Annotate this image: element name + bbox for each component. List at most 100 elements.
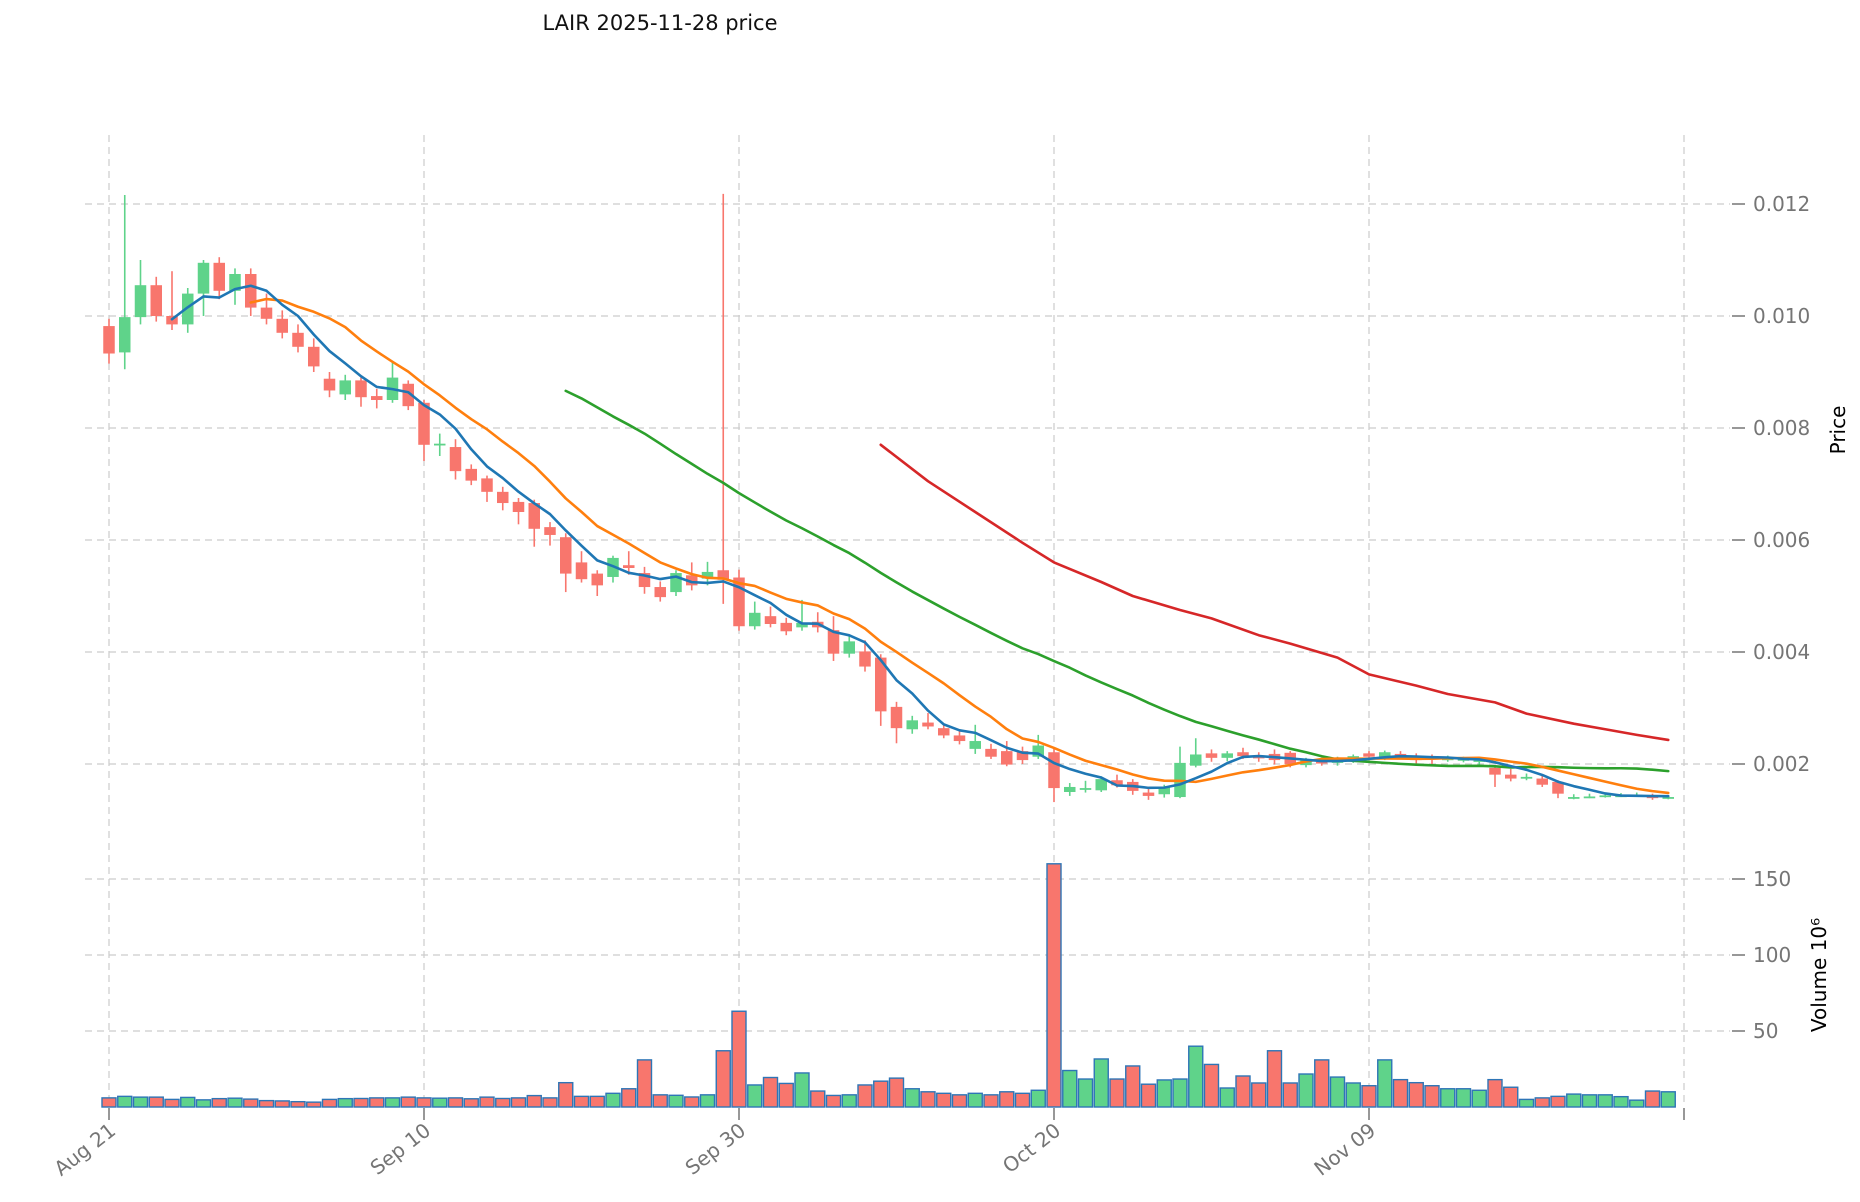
volume-bar — [715, 1050, 731, 1108]
volume-axis-label: Volume 10⁶ — [1807, 918, 1831, 1032]
candle-body — [1568, 797, 1580, 799]
volume-bar — [227, 1097, 243, 1108]
candle-body — [1599, 795, 1611, 798]
candle-body — [638, 573, 651, 588]
candle-body — [733, 577, 745, 627]
volume-tick-label: 50 — [1753, 1019, 1778, 1043]
volume-bar — [432, 1097, 448, 1108]
volume-bar — [1518, 1098, 1535, 1108]
candle-body — [512, 501, 525, 512]
volume-bar — [1062, 1069, 1078, 1108]
volume-bar — [479, 1096, 495, 1108]
candle-body — [1221, 753, 1233, 758]
candle-body — [1536, 778, 1548, 785]
x-axis-tick-label: Sep 10 — [366, 1118, 436, 1180]
candle-body — [623, 565, 635, 568]
volume-bar — [1172, 1078, 1188, 1108]
volume-bar — [1251, 1082, 1267, 1108]
volume-bar — [1235, 1075, 1251, 1108]
volume-bar — [983, 1094, 999, 1108]
volume-bar — [132, 1096, 149, 1108]
candle-body — [308, 346, 320, 367]
volume-bar — [148, 1096, 164, 1108]
candle-body — [1552, 781, 1564, 794]
volume-bar — [306, 1101, 322, 1108]
volume-bar — [321, 1098, 338, 1108]
volume-bar — [1361, 1085, 1377, 1108]
volume-bar — [290, 1100, 306, 1108]
ma-line-ma50 — [879, 443, 1670, 742]
volume-bar — [1140, 1083, 1157, 1108]
volume-bar — [668, 1094, 684, 1108]
volume-bar — [1203, 1063, 1220, 1108]
volume-bar — [1644, 1090, 1661, 1108]
x-axis-tick-label: Aug 21 — [49, 1118, 120, 1181]
volume-bar — [841, 1094, 857, 1108]
candle-body — [355, 380, 367, 398]
candle-body — [749, 612, 761, 627]
price-tick-label: 0.006 — [1753, 528, 1810, 552]
volume-bar — [1597, 1094, 1613, 1108]
candle-body — [859, 651, 871, 667]
candle-body — [1001, 751, 1013, 765]
volume-bar — [810, 1090, 826, 1108]
candle-body — [1379, 752, 1391, 757]
volume-bar — [1455, 1088, 1472, 1108]
volume-bar — [258, 1099, 275, 1108]
x-axis-tick-label: Nov 09 — [1309, 1118, 1380, 1181]
volume-bar — [699, 1094, 716, 1108]
volume-bar — [1329, 1076, 1346, 1108]
ma-line-ma30 — [564, 389, 1670, 773]
candle-body — [528, 503, 540, 529]
candle-body — [119, 317, 131, 353]
volume-bar — [463, 1098, 479, 1108]
volume-bar — [873, 1080, 889, 1108]
candle-body — [323, 378, 336, 391]
candle-body — [418, 402, 430, 445]
candle-body — [402, 383, 414, 407]
candle-body — [1016, 751, 1029, 761]
volume-bar — [967, 1092, 983, 1108]
candle-body — [276, 318, 288, 333]
volume-bar — [1613, 1095, 1629, 1108]
volume-bar — [1156, 1079, 1172, 1108]
volume-bar — [636, 1059, 653, 1108]
volume-bar — [1314, 1059, 1330, 1108]
volume-bar — [1298, 1073, 1314, 1108]
candle-body — [1064, 786, 1076, 792]
candle-body — [134, 285, 147, 318]
candle-body — [1158, 786, 1170, 795]
candle-body — [953, 735, 966, 742]
candle-body — [1505, 774, 1517, 779]
candle-body — [481, 478, 493, 492]
candle-body — [575, 562, 588, 580]
volume-bars — [101, 863, 1676, 1108]
volume-bar — [180, 1096, 196, 1108]
candle-body — [654, 587, 666, 598]
candle-body — [969, 741, 981, 749]
candle-body — [1363, 753, 1375, 757]
volume-bar — [1581, 1094, 1598, 1108]
ma-line-ma5 — [170, 284, 1670, 798]
volume-bar — [369, 1097, 385, 1108]
volume-bar — [447, 1097, 464, 1108]
price-tick-label: 0.002 — [1753, 752, 1810, 776]
candle-body — [245, 274, 257, 308]
candle-body — [103, 326, 115, 354]
candle-body — [796, 622, 808, 628]
volume-bar — [573, 1095, 590, 1108]
candle-body — [560, 537, 572, 574]
candle-body — [434, 443, 446, 446]
candle-body — [182, 293, 194, 325]
candle-body — [875, 657, 887, 712]
volume-bar — [794, 1072, 810, 1108]
volume-bar — [936, 1092, 952, 1108]
volume-bar — [1377, 1059, 1393, 1108]
price-tick-label: 0.012 — [1753, 192, 1810, 216]
volume-bar — [1471, 1089, 1487, 1108]
candle-body — [890, 706, 903, 729]
candle-body — [1662, 797, 1674, 799]
grid — [85, 135, 1730, 1107]
